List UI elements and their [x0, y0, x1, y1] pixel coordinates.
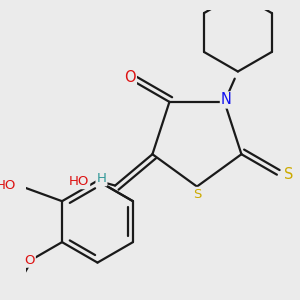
Text: O: O [24, 254, 35, 267]
Text: O: O [124, 70, 136, 85]
Text: HO: HO [69, 175, 89, 188]
Text: S: S [284, 167, 293, 182]
Text: HO: HO [0, 179, 16, 192]
Text: H: H [97, 172, 106, 185]
Text: S: S [193, 188, 201, 201]
Text: N: N [221, 92, 232, 107]
